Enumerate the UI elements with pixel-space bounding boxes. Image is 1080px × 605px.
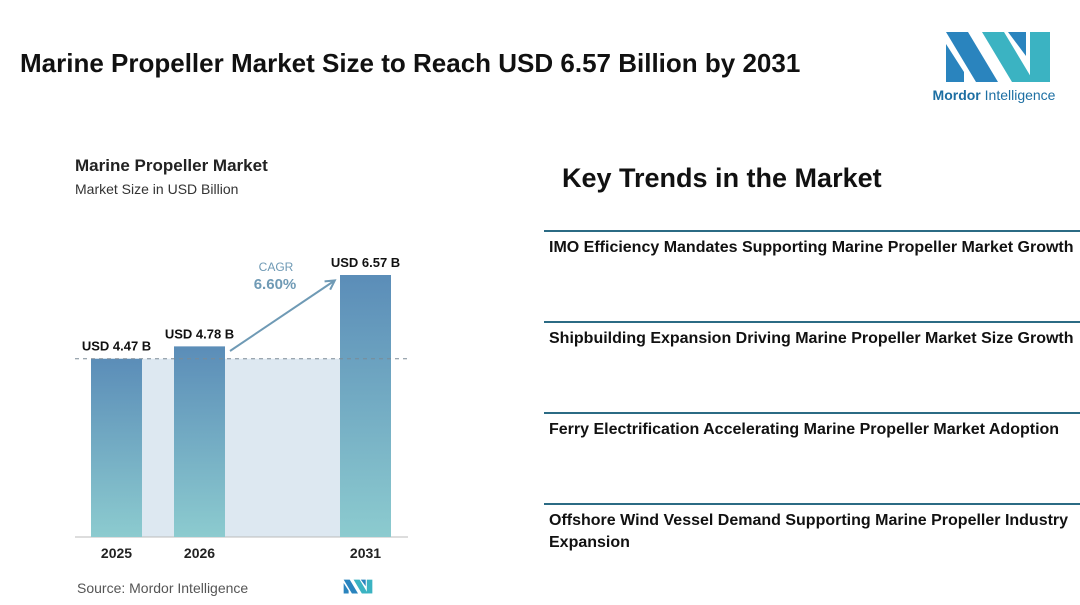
trend-item-text: IMO Efficiency Mandates Supporting Marin… bbox=[549, 239, 1074, 256]
x-tick-label-2026: 2026 bbox=[184, 545, 215, 561]
data-label-2025: USD 4.47 B bbox=[82, 339, 151, 354]
cagr-arrow bbox=[229, 281, 334, 352]
trend-item: Offshore Wind Vessel Demand Supporting M… bbox=[544, 503, 1080, 554]
logo-text: Mordor Intelligence bbox=[932, 87, 1056, 103]
trend-item: IMO Efficiency Mandates Supporting Marin… bbox=[544, 230, 1080, 259]
cagr-label: CAGR bbox=[259, 260, 294, 274]
trend-item: Shipbuilding Expansion Driving Marine Pr… bbox=[544, 321, 1080, 350]
mordor-intelligence-logo: Mordor Intelligence bbox=[928, 26, 1060, 106]
cagr-value: 6.60% bbox=[254, 276, 297, 293]
bar-2026 bbox=[174, 346, 225, 537]
mordor-intelligence-logo-icon bbox=[343, 579, 373, 594]
trend-item: Ferry Electrification Accelerating Marin… bbox=[544, 412, 1080, 441]
key-trends-heading: Key Trends in the Market bbox=[562, 163, 882, 193]
bar-2031 bbox=[340, 275, 391, 537]
mordor-intelligence-logo-icon bbox=[946, 32, 1050, 82]
source-label: Source: Mordor Intelligence bbox=[77, 580, 249, 596]
data-label-2031: USD 6.57 B bbox=[331, 255, 400, 270]
page-title: Marine Propeller Market Size to Reach US… bbox=[20, 48, 801, 78]
trend-item-text: Ferry Electrification Accelerating Marin… bbox=[549, 421, 1060, 438]
chart-subtitle: Market Size in USD Billion bbox=[75, 181, 239, 197]
data-label-2026: USD 4.78 B bbox=[165, 326, 234, 341]
bar-2025 bbox=[91, 358, 142, 537]
bar-chart: USD 4.47 B USD 4.78 B USD 6.57 B 2025 2026 20… bbox=[75, 255, 408, 561]
x-tick-label-2025: 2025 bbox=[101, 545, 132, 561]
trend-item-text: Offshore Wind Vessel Demand Supporting M… bbox=[549, 512, 1069, 551]
chart-title: Marine Propeller Market bbox=[75, 156, 268, 175]
x-tick-label-2031: 2031 bbox=[350, 545, 381, 561]
trend-item-text: Shipbuilding Expansion Driving Marine Pr… bbox=[549, 330, 1074, 347]
